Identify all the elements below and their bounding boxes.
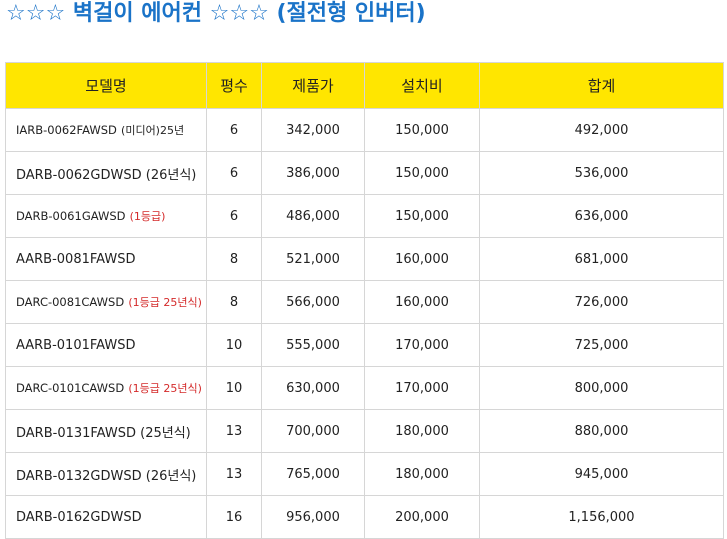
cell-size: 13 (206, 409, 262, 453)
cell-price: 956,000 (261, 495, 365, 539)
cell-model: DARB-0062GDWSD (26년식) (5, 151, 207, 195)
table-row: AARB-0101FAWSD 10 555,000 170,000 725,000 (5, 323, 724, 367)
page-title: ☆☆☆ 벽걸이 에어컨 ☆☆☆ (절전형 인버터) (6, 0, 426, 28)
cell-install: 180,000 (364, 409, 480, 453)
cell-install: 150,000 (364, 151, 480, 195)
cell-price: 700,000 (261, 409, 365, 453)
cell-price: 386,000 (261, 151, 365, 195)
cell-price: 342,000 (261, 108, 365, 152)
model-name: AARB-0081FAWSD (16, 251, 136, 267)
model-name: IARB-0062FAWSD (16, 123, 117, 137)
model-note: (1등급) (129, 210, 166, 223)
model-name: DARB-0131FAWSD (16, 425, 136, 441)
table-row: DARB-0062GDWSD (26년식) 6 386,000 150,000 536,… (5, 151, 724, 195)
price-table: 모델명 평수 제품가 설치비 합계 IARB-0062FAWSD (미디어)25… (5, 62, 724, 539)
model-note: (26년식) (145, 167, 197, 183)
cell-model: AARB-0081FAWSD (5, 237, 207, 281)
header-total: 합계 (479, 62, 724, 109)
cell-total: 725,000 (479, 323, 724, 367)
cell-model: IARB-0062FAWSD (미디어)25년 (5, 108, 207, 152)
table-row: AARB-0081FAWSD 8 521,000 160,000 681,000 (5, 237, 724, 281)
stars-right: ☆☆☆ (209, 1, 269, 26)
title-sub: (절전형 인버터) (276, 1, 426, 26)
cell-size: 13 (206, 452, 262, 496)
table-row: DARB-0131FAWSD (25년식) 13 700,000 180,000 880… (5, 409, 724, 453)
table-row: DARB-0162GDWSD 16 956,000 200,000 1,156,000 (5, 495, 724, 539)
cell-total: 681,000 (479, 237, 724, 281)
model-name: DARB-0061GAWSD (16, 209, 126, 223)
table-header-row: 모델명 평수 제품가 설치비 합계 (5, 62, 724, 109)
table-row: DARB-0061GAWSD (1등급) 6 486,000 150,000 636,0… (5, 194, 724, 238)
table-row: IARB-0062FAWSD (미디어)25년 6 342,000 150,000 49… (5, 108, 724, 152)
cell-install: 180,000 (364, 452, 480, 496)
cell-install: 160,000 (364, 237, 480, 281)
model-note: (25년식) (140, 425, 191, 441)
header-install: 설치비 (364, 62, 480, 109)
table-row: DARB-0132GDWSD (26년식) 13 765,000 180,000 945… (5, 452, 724, 496)
cell-total: 492,000 (479, 108, 724, 152)
cell-install: 150,000 (364, 194, 480, 238)
model-name: AARB-0101FAWSD (16, 337, 136, 353)
cell-install: 150,000 (364, 108, 480, 152)
cell-size: 16 (206, 495, 262, 539)
model-note: (1등급 25년식) (128, 382, 202, 395)
cell-install: 160,000 (364, 280, 480, 324)
header-size: 평수 (206, 62, 262, 109)
cell-install: 170,000 (364, 323, 480, 367)
cell-price: 765,000 (261, 452, 365, 496)
cell-total: 880,000 (479, 409, 724, 453)
model-name: DARC-0081CAWSD (16, 295, 125, 309)
stars-left: ☆☆☆ (6, 1, 66, 26)
cell-total: 1,156,000 (479, 495, 724, 539)
model-name: DARB-0062GDWSD (16, 167, 142, 183)
cell-model: DARC-0101CAWSD (1등급 25년식) (5, 366, 207, 410)
model-note: (미디어)25년 (121, 124, 185, 137)
cell-size: 6 (206, 151, 262, 195)
cell-model: DARB-0162GDWSD (5, 495, 207, 539)
cell-model: DARC-0081CAWSD (1등급 25년식) (5, 280, 207, 324)
cell-price: 486,000 (261, 194, 365, 238)
cell-total: 726,000 (479, 280, 724, 324)
cell-model: DARB-0061GAWSD (1등급) (5, 194, 207, 238)
cell-size: 8 (206, 237, 262, 281)
cell-price: 521,000 (261, 237, 365, 281)
table-row: DARC-0101CAWSD (1등급 25년식) 10 630,000 170,00… (5, 366, 724, 410)
cell-total: 945,000 (479, 452, 724, 496)
cell-price: 555,000 (261, 323, 365, 367)
cell-size: 10 (206, 366, 262, 410)
model-name: DARB-0162GDWSD (16, 509, 142, 525)
cell-model: AARB-0101FAWSD (5, 323, 207, 367)
cell-size: 6 (206, 194, 262, 238)
model-note: (1등급 25년식) (128, 296, 202, 309)
cell-price: 566,000 (261, 280, 365, 324)
cell-size: 6 (206, 108, 262, 152)
header-price: 제품가 (261, 62, 365, 109)
model-note: (26년식) (145, 468, 197, 484)
cell-model: DARB-0132GDWSD (26년식) (5, 452, 207, 496)
cell-size: 10 (206, 323, 262, 367)
model-name: DARB-0132GDWSD (16, 468, 142, 484)
title-main: 벽걸이 에어컨 (72, 1, 202, 26)
table-body: IARB-0062FAWSD (미디어)25년 6 342,000 150,000 49… (5, 108, 724, 539)
table-row: DARC-0081CAWSD (1등급 25년식) 8 566,000 160,000… (5, 280, 724, 324)
model-name: DARC-0101CAWSD (16, 381, 125, 395)
header-model: 모델명 (5, 62, 207, 109)
cell-model: DARB-0131FAWSD (25년식) (5, 409, 207, 453)
cell-total: 536,000 (479, 151, 724, 195)
cell-price: 630,000 (261, 366, 365, 410)
cell-size: 8 (206, 280, 262, 324)
cell-total: 800,000 (479, 366, 724, 410)
cell-install: 200,000 (364, 495, 480, 539)
cell-install: 170,000 (364, 366, 480, 410)
cell-total: 636,000 (479, 194, 724, 238)
